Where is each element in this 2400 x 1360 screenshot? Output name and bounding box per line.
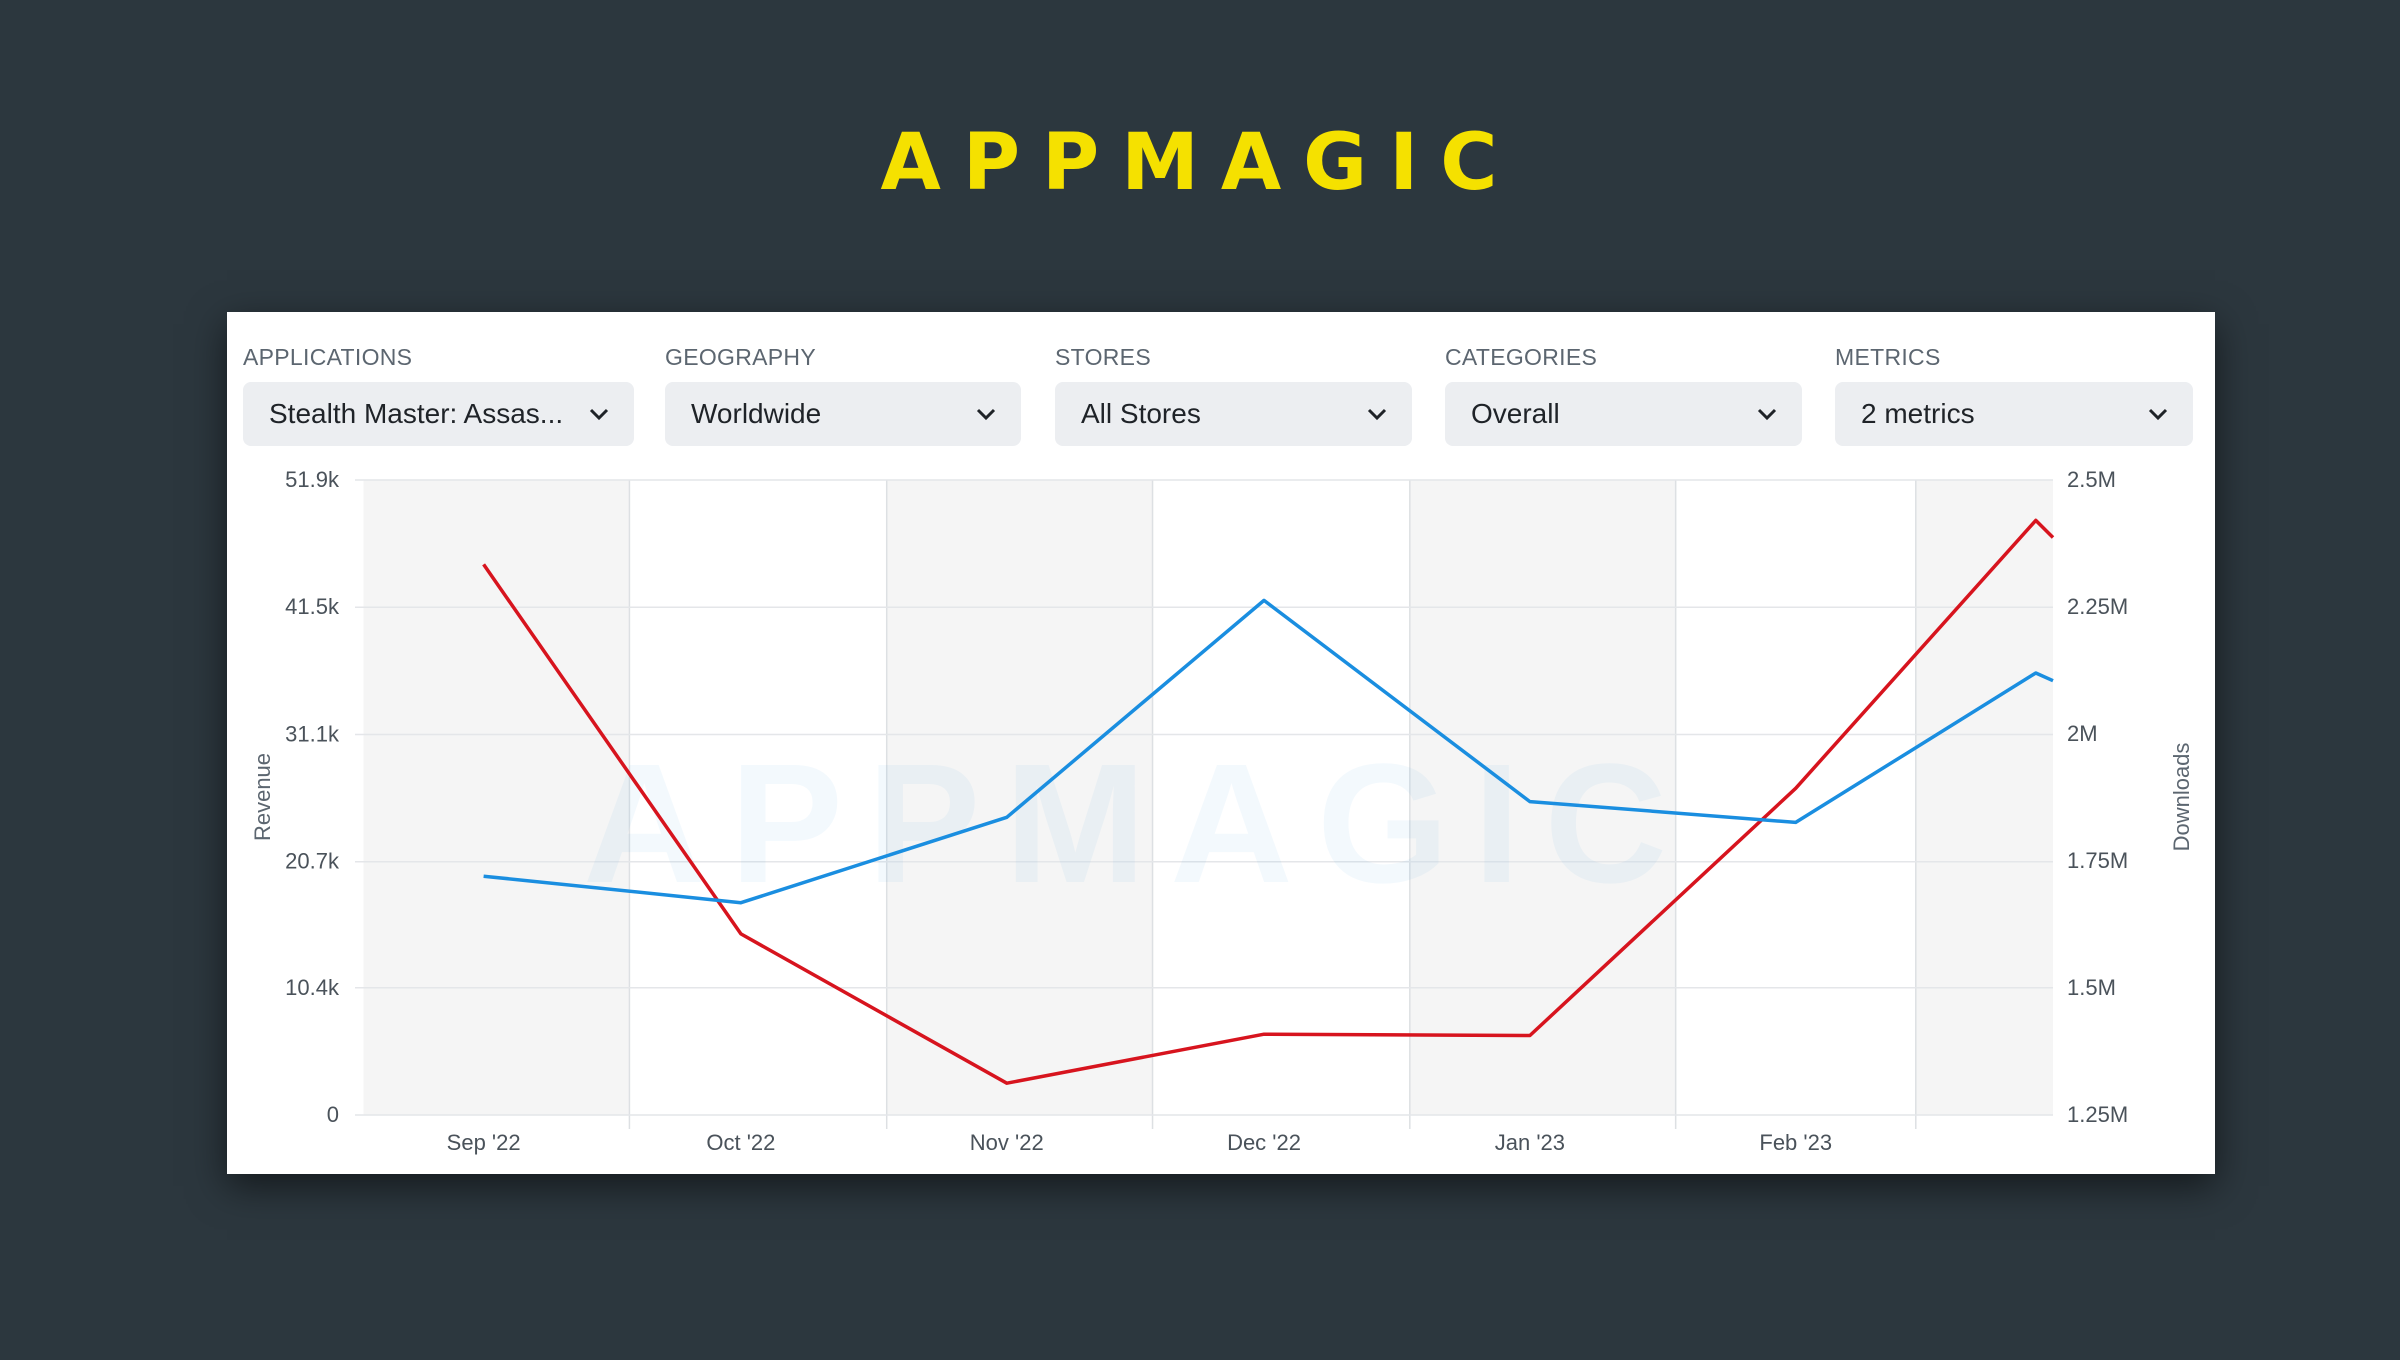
y-tick-label: 0 <box>327 1102 339 1127</box>
series-line-revenue <box>482 518 2055 1085</box>
y-tick-label: 31.1k <box>285 721 340 746</box>
filter-label-categories: CATEGORIES <box>1445 344 1598 370</box>
chevron-down-icon <box>976 408 996 421</box>
series-line-downloads <box>483 598 2054 905</box>
chart-watermark: APPMAGIC <box>583 729 1691 919</box>
chevron-down-icon <box>1367 408 1387 421</box>
y2-tick-label: 2M <box>2067 721 2098 746</box>
categories-dropdown[interactable]: Overall <box>1445 382 1802 446</box>
filter-categories: CATEGORIES Overall <box>1445 344 1802 446</box>
filter-label-geography: GEOGRAPHY <box>665 344 816 370</box>
y-tick-label: 41.5k <box>285 594 340 619</box>
geography-dropdown[interactable]: Worldwide <box>665 382 1021 446</box>
month-band <box>1409 480 1676 1115</box>
chevron-down-icon <box>589 408 609 421</box>
y-tick-label: 51.9k <box>285 467 340 492</box>
chart-panel: APPLICATIONS Stealth Master: Assas... GE… <box>227 312 2215 1174</box>
y2-tick-label: 1.25M <box>2067 1102 2128 1127</box>
line-chart: APPMAGIC 0 10.4k 20.7k 31.1k 41.5k 51.9k 1.25… <box>250 467 2194 1155</box>
filter-applications: APPLICATIONS Stealth Master: Assas... <box>243 344 634 446</box>
x-tick-label: Nov '22 <box>970 1130 1044 1155</box>
x-tick-label: Oct '22 <box>706 1130 775 1155</box>
filter-metrics: METRICS 2 metrics <box>1835 344 2193 446</box>
y-tick-label: 10.4k <box>285 975 340 1000</box>
y-axis-label: Revenue <box>250 753 275 841</box>
filter-label-metrics: METRICS <box>1835 344 1941 370</box>
y2-tick-label: 1.75M <box>2067 848 2128 873</box>
filter-geography: GEOGRAPHY Worldwide <box>665 344 1021 446</box>
y2-tick-label: 1.5M <box>2067 975 2116 1000</box>
y2-tick-label: 2.5M <box>2067 467 2116 492</box>
chevron-down-icon <box>2148 408 2168 421</box>
x-tick-label: Sep '22 <box>447 1130 521 1155</box>
y2-axis-label: Downloads <box>2169 743 2194 852</box>
month-band <box>1915 480 2053 1115</box>
month-band <box>886 480 1153 1115</box>
stores-dropdown[interactable]: All Stores <box>1055 382 1412 446</box>
chevron-down-icon <box>1757 408 1777 421</box>
x-tick-label: Jan '23 <box>1495 1130 1565 1155</box>
x-tick-label: Feb '23 <box>1759 1130 1832 1155</box>
metrics-dropdown[interactable]: 2 metrics <box>1835 382 2193 446</box>
applications-dropdown[interactable]: Stealth Master: Assas... <box>243 382 634 446</box>
y2-tick-label: 2.25M <box>2067 594 2128 619</box>
y-tick-label: 20.7k <box>285 849 340 874</box>
x-tick-label: Dec '22 <box>1227 1130 1301 1155</box>
filter-stores: STORES All Stores <box>1055 344 1412 446</box>
filter-label-stores: STORES <box>1055 344 1151 370</box>
appmagic-logo: APPMAGIC <box>880 118 1520 208</box>
filter-label-applications: APPLICATIONS <box>243 344 413 370</box>
